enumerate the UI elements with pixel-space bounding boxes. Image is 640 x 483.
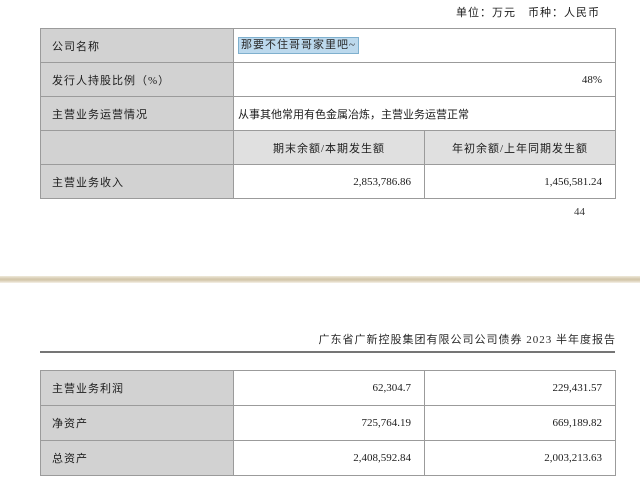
- revenue-prior-value: 1,456,581.24: [423, 164, 617, 199]
- report-title-header: 广东省广新控股集团有限公司公司债券 2023 半年度报告: [318, 334, 616, 346]
- page-break-divider: [0, 276, 640, 283]
- table-row: 总资产 2,408,592.84 2,003,213.63: [40, 440, 616, 476]
- profit-prior-value: 229,431.57: [424, 370, 616, 406]
- company-name-cell: 那要不住哥哥家里吧~: [232, 28, 617, 63]
- table-row: 主营业务利润 62,304.7 229,431.57: [40, 370, 616, 406]
- net-assets-prior-value: 669,189.82: [424, 405, 616, 441]
- financial-summary-table: 主营业务利润 62,304.7 229,431.57 净资产 725,764.1…: [40, 370, 616, 476]
- total-assets-prior-value: 2,003,213.63: [424, 440, 616, 476]
- table-row: 净资产 725,764.19 669,189.82: [40, 405, 616, 441]
- revenue-label: 主营业务收入: [40, 164, 234, 199]
- holding-ratio-value: 48%: [232, 62, 617, 97]
- company-info-table: 公司名称 那要不住哥哥家里吧~ 发行人持股比例（%） 48% 主营业务运营情况 …: [40, 28, 617, 199]
- table-row: 主营业务收入 2,853,786.86 1,456,581.24: [40, 164, 617, 199]
- net-assets-label: 净资产: [40, 405, 234, 441]
- table-header-row: 期末余额/本期发生额 年初余额/上年同期发生额: [40, 130, 617, 165]
- profit-current-value: 62,304.7: [233, 370, 425, 406]
- current-period-header: 期末余额/本期发生额: [233, 130, 425, 165]
- net-assets-current-value: 725,764.19: [233, 405, 425, 441]
- revenue-current-value: 2,853,786.86: [233, 164, 425, 199]
- table-row: 主营业务运营情况 从事其他常用有色金属冶炼，主营业务运营正常: [40, 96, 617, 131]
- company-name-label: 公司名称: [40, 28, 234, 63]
- header-rule: [40, 351, 615, 353]
- table-row: 发行人持股比例（%） 48%: [40, 62, 617, 97]
- holding-ratio-label: 发行人持股比例（%）: [40, 62, 234, 97]
- unit-currency-note: 单位：万元 币种：人民币: [456, 7, 600, 19]
- empty-header-cell: [40, 130, 234, 165]
- profit-label: 主营业务利润: [40, 370, 234, 406]
- prior-period-header: 年初余额/上年同期发生额: [423, 130, 617, 165]
- business-status-value: 从事其他常用有色金属冶炼，主营业务运营正常: [232, 96, 617, 131]
- total-assets-label: 总资产: [40, 440, 234, 476]
- page-number: 44: [574, 206, 585, 218]
- table-row: 公司名称 那要不住哥哥家里吧~: [40, 28, 617, 63]
- selected-text[interactable]: 那要不住哥哥家里吧~: [238, 37, 359, 54]
- total-assets-current-value: 2,408,592.84: [233, 440, 425, 476]
- business-status-label: 主营业务运营情况: [40, 96, 234, 131]
